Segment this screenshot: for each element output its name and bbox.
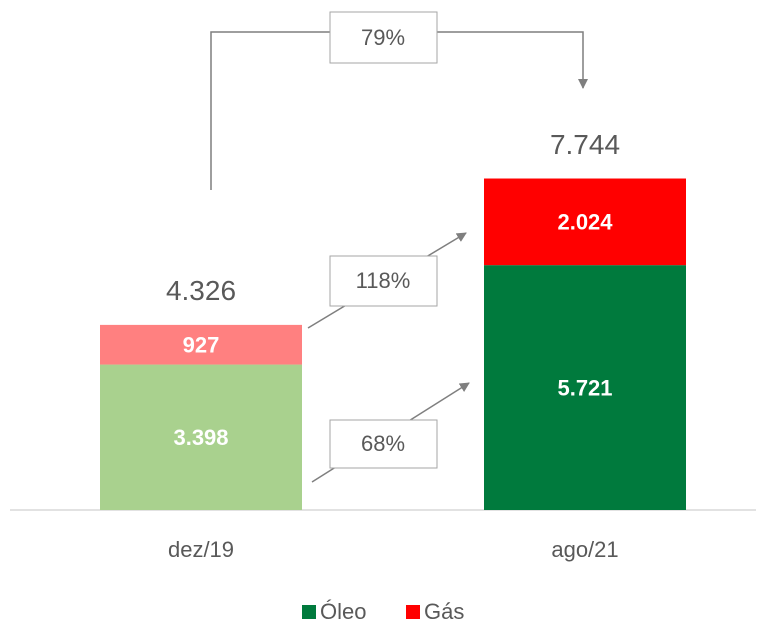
data-label: 5.721: [557, 375, 612, 400]
x-tick-label: ago/21: [551, 537, 618, 562]
bar-segment: [484, 265, 686, 510]
bar-segment: [484, 178, 686, 266]
data-label: 2.024: [557, 210, 613, 235]
data-label: 927: [183, 333, 220, 358]
total-label: 4.326: [166, 275, 236, 306]
total-label: 7.744: [550, 129, 620, 160]
annotation-box: [329, 11, 438, 64]
bar-segment: [100, 324, 302, 365]
x-tick-label: dez/19: [168, 537, 234, 562]
bar-segment: [100, 364, 302, 510]
legend-label: Gás: [424, 599, 464, 624]
annotation: 68%: [361, 431, 405, 456]
legend-swatch: [406, 605, 420, 619]
annotation: 118%: [356, 268, 411, 293]
annotation: 79%: [361, 25, 405, 50]
annotation-box: [329, 255, 438, 307]
annotation-box: [329, 419, 438, 469]
legend-label: Óleo: [320, 599, 366, 624]
legend-swatch: [302, 605, 316, 619]
data-label: 3.398: [173, 425, 228, 450]
